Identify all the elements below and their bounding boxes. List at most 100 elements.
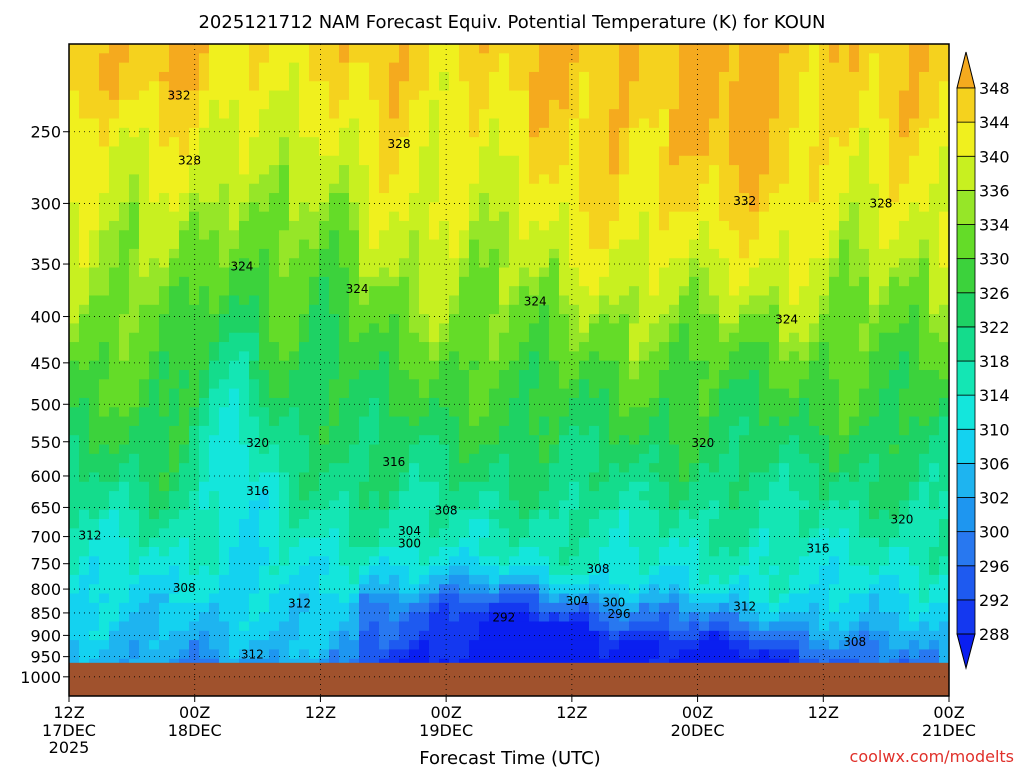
field-cell — [689, 174, 700, 185]
field-cell — [759, 593, 770, 604]
field-cell — [539, 640, 550, 651]
field-cell — [579, 397, 590, 408]
field-cell — [299, 612, 310, 623]
field-cell — [719, 509, 730, 520]
field-cell — [319, 621, 330, 632]
field-cell — [539, 295, 550, 306]
field-cell — [319, 379, 330, 390]
field-cell — [409, 528, 420, 539]
field-cell — [429, 155, 440, 166]
field-cell — [669, 519, 680, 529]
field-cell — [359, 453, 370, 464]
field-cell — [479, 137, 490, 148]
field-cell — [769, 314, 780, 325]
field-cell — [719, 407, 730, 418]
field-cell — [719, 397, 730, 408]
field-cell — [229, 444, 240, 455]
field-cell — [419, 248, 430, 259]
field-cell — [329, 500, 340, 511]
field-cell — [479, 248, 490, 259]
field-cell — [349, 640, 360, 651]
field-cell — [509, 99, 520, 110]
field-cell — [779, 239, 790, 250]
field-cell — [159, 509, 170, 520]
field-cell — [199, 407, 210, 418]
field-cell — [649, 174, 660, 185]
field-cell — [419, 612, 430, 623]
field-cell — [149, 295, 160, 306]
field-cell — [499, 509, 510, 520]
field-cell — [589, 332, 600, 343]
field-cell — [409, 193, 420, 203]
field-cell — [679, 62, 690, 73]
field-cell — [439, 81, 450, 92]
field-cell — [199, 491, 210, 501]
field-cell — [409, 472, 420, 483]
field-cell — [409, 44, 420, 54]
field-cell — [699, 537, 710, 548]
field-cell — [169, 342, 180, 352]
field-cell — [639, 81, 650, 92]
field-cell — [279, 220, 290, 231]
field-cell — [169, 174, 180, 185]
field-cell — [629, 528, 640, 539]
field-cell — [169, 118, 180, 129]
field-cell — [619, 435, 630, 446]
field-cell — [609, 155, 620, 166]
field-cell — [239, 528, 250, 539]
field-cell — [659, 239, 670, 250]
field-cell — [379, 416, 390, 427]
field-cell — [529, 211, 540, 222]
field-cell — [239, 640, 250, 651]
field-cell — [89, 267, 100, 278]
field-cell — [269, 62, 280, 73]
field-cell — [529, 109, 540, 120]
field-cell — [689, 118, 700, 129]
field-cell — [359, 574, 370, 585]
field-cell — [599, 174, 610, 185]
field-cell — [439, 379, 450, 390]
field-cell — [349, 649, 360, 660]
field-cell — [109, 202, 120, 213]
field-cell — [749, 360, 760, 371]
field-cell — [649, 53, 660, 64]
field-cell — [659, 491, 670, 501]
field-cell — [629, 118, 640, 129]
field-cell — [499, 99, 510, 110]
field-cell — [279, 388, 290, 399]
field-cell — [659, 425, 670, 436]
field-cell — [109, 546, 120, 557]
field-cell — [309, 602, 320, 613]
field-cell — [649, 211, 660, 222]
field-cell — [459, 602, 470, 613]
field-cell — [529, 397, 540, 408]
field-cell — [369, 500, 380, 511]
field-cell — [449, 248, 460, 259]
field-cell — [479, 546, 490, 557]
field-cell — [99, 220, 110, 231]
field-cell — [79, 155, 90, 166]
field-cell — [279, 267, 290, 278]
field-cell — [419, 379, 430, 390]
field-cell — [409, 62, 420, 73]
field-cell — [469, 565, 480, 576]
field-cell — [509, 127, 520, 138]
field-cell — [459, 397, 470, 408]
field-cell — [409, 556, 420, 567]
field-cell — [149, 519, 160, 529]
field-cell — [479, 53, 490, 64]
field-cell — [199, 351, 210, 362]
field-cell — [149, 193, 160, 203]
field-cell — [569, 183, 580, 194]
field-cell — [699, 621, 710, 632]
field-cell — [719, 286, 730, 297]
field-cell — [469, 640, 480, 651]
field-cell — [239, 127, 250, 138]
field-cell — [89, 556, 100, 567]
field-cell — [539, 416, 550, 427]
field-cell — [309, 481, 320, 492]
field-cell — [119, 342, 130, 352]
field-cell — [369, 397, 380, 408]
field-cell — [179, 258, 190, 269]
field-cell — [559, 640, 570, 651]
